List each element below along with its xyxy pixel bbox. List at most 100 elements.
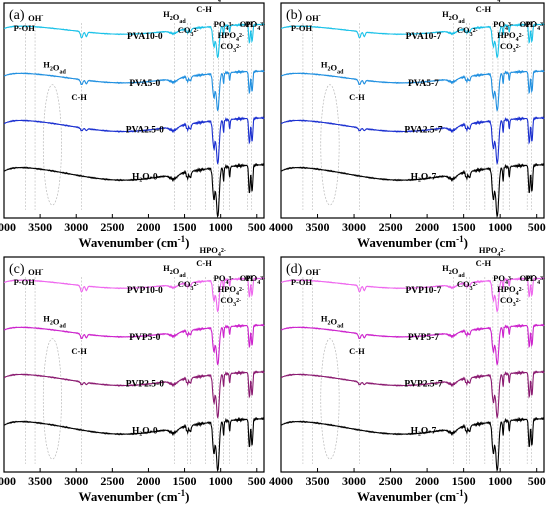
annotation-part: PO: [214, 19, 226, 29]
chart-panel-a: H₂O-0PVA2.5-0PVA5-0PVA10-0P-OHOH-H2OadC-…: [0, 0, 266, 250]
x-axis-label-sup: -1: [456, 488, 464, 498]
x-axis-label: Wavenumber (cm-1): [79, 488, 190, 504]
annotation-part: CO: [457, 25, 470, 35]
series-line: [3, 370, 265, 419]
annotation-label: OH-: [520, 273, 535, 283]
annotation-part: 2: [50, 321, 53, 327]
series-line: [3, 277, 265, 313]
annotation-part: OH: [28, 267, 42, 277]
annotation-label: H2Oad: [321, 60, 344, 76]
annotation-part: 2-: [473, 28, 478, 34]
annotation-part: 3: [191, 286, 194, 292]
annotation-part: 2-: [239, 287, 244, 293]
annotation-part: 4: [257, 280, 260, 286]
x-tick-label: 1500: [452, 474, 476, 488]
x-tick-label: 2500: [379, 220, 403, 234]
annotation-label: CO32-: [220, 41, 241, 54]
series-line: [280, 323, 545, 366]
annotation-label: CO32-: [500, 295, 521, 308]
annotation-part: 3: [233, 302, 236, 308]
annotation-part: OH: [520, 273, 534, 283]
annotation-part: ad: [337, 70, 344, 76]
band-highlight-ellipse: [42, 84, 62, 206]
annotation-part: 4: [516, 37, 519, 43]
annotation-part: 4: [257, 26, 260, 32]
annotation-label: H2Oad: [442, 263, 465, 279]
x-tick-label: 3500: [28, 220, 52, 234]
annotation-part: 3-: [228, 276, 233, 282]
annotation-label: OH-: [28, 13, 43, 23]
series-line: [3, 116, 265, 165]
x-axis-label-main: Wavenumber (cm: [79, 235, 178, 250]
x-tick-label: 3500: [28, 474, 52, 488]
annotation-part: -: [319, 267, 321, 273]
annotation-label: PO43-: [214, 19, 234, 32]
annotation-part: C-H: [196, 258, 212, 268]
annotation-part: O: [452, 12, 459, 22]
annotation-part: P-OH: [291, 277, 313, 287]
series-line: [280, 162, 545, 219]
x-tick-label: 2000: [136, 220, 160, 234]
annotation-label: PO43-: [493, 273, 513, 286]
series-label: PVA10-0: [127, 32, 163, 42]
annotation-part: -: [41, 13, 43, 19]
annotation-part: 2-: [194, 282, 199, 288]
annotation-label: C-H: [476, 4, 492, 14]
annotation-part: 2-: [236, 298, 241, 304]
annotation-part: O: [53, 317, 60, 327]
annotation-label: C-H: [349, 346, 365, 356]
series-label: H₂O-7: [411, 426, 437, 436]
annotation-label: OH-: [28, 267, 43, 277]
annotation-part: 3-: [260, 276, 265, 282]
annotation-part: P-OH: [14, 277, 36, 287]
x-axis-label-sup: -1: [178, 488, 186, 498]
annotation-part: 2-: [519, 287, 524, 293]
series-label: PVP2.5-0: [126, 380, 165, 390]
annotation-part: 2: [170, 270, 173, 276]
annotation-part: O: [452, 266, 459, 276]
annotation-part: H: [163, 263, 170, 273]
annotation-part: C-H: [349, 92, 365, 102]
annotation-label: C-H: [349, 92, 365, 102]
x-axis-label-sup: -1: [178, 234, 186, 244]
annotation-label: H2Oad: [43, 60, 66, 76]
panel-label: (c): [9, 262, 25, 277]
annotation-part: -: [533, 19, 535, 25]
annotation-part: PO: [245, 19, 257, 29]
x-tick-label: 2000: [136, 474, 160, 488]
annotation-label: OH-: [240, 273, 255, 283]
annotation-label: PO43-: [493, 19, 513, 32]
x-tick-label: 1500: [173, 220, 197, 234]
annotation-part: C-H: [196, 4, 212, 14]
annotation-part: H: [163, 9, 170, 19]
annotation-part: PO: [525, 273, 537, 283]
annotation-label: P-OH: [14, 23, 36, 33]
annotation-part: PO: [493, 19, 505, 29]
annotation-part: ad: [179, 273, 186, 279]
plot-frame: [3, 256, 265, 473]
annotation-part: CO: [220, 295, 233, 305]
x-tick-label: 2500: [100, 220, 124, 234]
annotation-part: PO: [493, 273, 505, 283]
annotation-part: C-H: [476, 258, 492, 268]
annotation-part: PO: [214, 273, 226, 283]
x-axis-label-main: Wavenumber (cm: [79, 489, 178, 504]
x-tick-label: 4000: [0, 474, 16, 488]
annotation-label: HPO42-: [497, 284, 523, 297]
annotation-part: OH: [240, 273, 254, 283]
annotation-part: -: [319, 13, 321, 19]
x-tick-label: 500: [248, 474, 266, 488]
annotation-part: O: [330, 317, 337, 327]
panel-label: (d): [286, 262, 303, 277]
annotation-part: 2-: [473, 282, 478, 288]
annotation-part: 2-: [221, 248, 226, 254]
annotation-part: 2: [327, 321, 330, 327]
series-label: PVP10-0: [127, 286, 163, 296]
annotation-part: ad: [458, 19, 465, 25]
x-axis-label-tail: ): [464, 489, 468, 504]
annotation-part: 3: [470, 32, 473, 38]
annotation-label: PO43-: [245, 19, 265, 32]
x-tick-label: 3000: [64, 220, 88, 234]
x-tick-label: 500: [528, 220, 546, 234]
annotation-part: OH: [240, 19, 254, 29]
